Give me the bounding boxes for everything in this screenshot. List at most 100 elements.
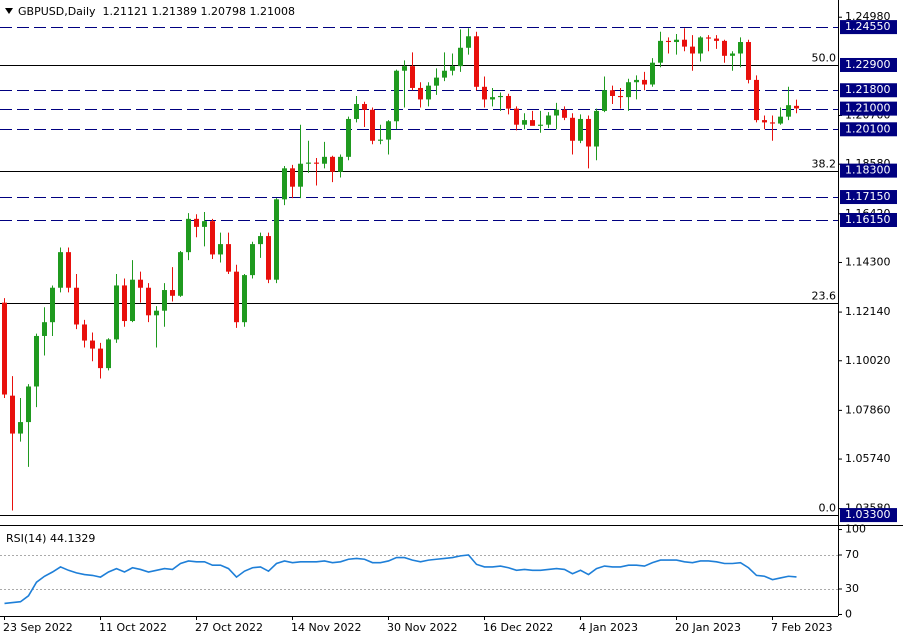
- candle-body: [450, 66, 455, 71]
- candle-body: [690, 46, 695, 54]
- x-tick-label: 20 Jan 2023: [675, 621, 741, 634]
- candle-body: [370, 109, 375, 141]
- candle-body: [338, 156, 343, 172]
- rsi-title: RSI(14) 44.1329: [6, 532, 95, 545]
- level-label: 1.21000: [845, 102, 891, 115]
- level-box: [840, 212, 897, 227]
- candle-body: [554, 109, 559, 116]
- candle-body: [114, 285, 119, 340]
- level-box: [840, 122, 897, 137]
- candle-body: [234, 271, 239, 323]
- y-tick-label: 1.24980: [845, 10, 891, 23]
- y-tick-label: 1.05740: [845, 452, 891, 465]
- level-label: 1.21800: [845, 83, 891, 96]
- candle-body: [418, 87, 423, 100]
- candle-body: [698, 37, 703, 54]
- y-tick-label: 1.14300: [845, 255, 891, 268]
- candle-body: [778, 116, 783, 124]
- candle-body: [194, 218, 199, 227]
- level-label: 1.03300: [845, 508, 891, 521]
- candle-body: [602, 90, 607, 111]
- candle-body: [362, 104, 367, 110]
- candle-body: [314, 162, 319, 164]
- candle-body: [658, 40, 663, 63]
- candle-body: [546, 115, 551, 125]
- candle-body: [610, 90, 615, 96]
- candle-body: [642, 79, 647, 85]
- candle-body: [274, 199, 279, 280]
- x-tick-label: 30 Nov 2022: [387, 621, 457, 634]
- candle-body: [42, 322, 47, 336]
- candle-body: [754, 79, 759, 121]
- level-label: 1.20100: [845, 122, 891, 135]
- candle-body: [770, 122, 775, 124]
- candle-body: [18, 422, 23, 434]
- candle-body: [298, 163, 303, 187]
- candle-body: [650, 62, 655, 85]
- candle-body: [634, 79, 639, 83]
- candle-body: [514, 108, 519, 125]
- candle-body: [530, 120, 535, 126]
- level-box: [840, 163, 897, 178]
- level-label: 1.24550: [845, 20, 891, 33]
- candle-body: [26, 386, 31, 423]
- level-label: 1.16150: [845, 213, 891, 226]
- y-tick-label: 1.10020: [845, 354, 891, 367]
- candle-body: [346, 118, 351, 157]
- candle-body: [762, 120, 767, 123]
- candle-body: [442, 70, 447, 78]
- candle-body: [506, 95, 511, 109]
- candle-body: [146, 287, 151, 316]
- candle-body: [562, 109, 567, 118]
- candle-body: [98, 348, 103, 369]
- candle-body: [394, 70, 399, 122]
- x-tick-label: 11 Oct 2022: [99, 621, 167, 634]
- level-box: [840, 508, 897, 523]
- rsi-line: [4, 554, 797, 605]
- candle-body: [290, 168, 295, 187]
- candle-body: [2, 302, 7, 395]
- chart-title: GBPUSD,Daily 1.21121 1.21389 1.20798 1.2…: [18, 5, 295, 18]
- candle-body: [330, 156, 335, 172]
- candle-body: [378, 139, 383, 141]
- candle-body: [578, 118, 583, 141]
- x-tick-label: 4 Jan 2023: [579, 621, 638, 634]
- candle-body: [322, 156, 327, 164]
- candle-body: [426, 85, 431, 100]
- candle-body: [106, 339, 111, 369]
- candle-body: [66, 252, 71, 288]
- candle-body: [618, 95, 623, 98]
- candle-body: [82, 324, 87, 341]
- candle-body: [242, 275, 247, 323]
- x-tick-label: 23 Sep 2022: [3, 621, 73, 634]
- candle-body: [386, 121, 391, 140]
- candle-body: [162, 290, 167, 311]
- candle-body: [58, 252, 63, 288]
- level-box: [840, 190, 897, 205]
- candle-body: [666, 40, 671, 43]
- candle-body: [250, 244, 255, 276]
- menu-triangle: [5, 8, 13, 14]
- x-tick-label: 14 Nov 2022: [291, 621, 361, 634]
- candle-body: [34, 335, 39, 387]
- candle-body: [306, 162, 311, 164]
- candle-body: [282, 168, 287, 200]
- level-box: [840, 101, 897, 116]
- candle-body: [74, 287, 79, 325]
- candle-body: [10, 395, 15, 434]
- candle-body: [218, 244, 223, 255]
- candle-body: [522, 120, 527, 125]
- x-tick-label: 7 Feb 2023: [771, 621, 832, 634]
- candle-body: [138, 279, 143, 288]
- candle-body: [538, 124, 543, 126]
- candle-body: [570, 117, 575, 141]
- candle-body: [410, 66, 415, 88]
- candle-body: [202, 221, 207, 227]
- level-box: [840, 57, 897, 72]
- level-label: 1.22900: [845, 58, 891, 71]
- fibo-label: 50.0: [812, 52, 837, 65]
- y-tick-label: 1.12140: [845, 305, 891, 318]
- fibo-label: 0.0: [819, 502, 837, 515]
- candle-body: [50, 287, 55, 323]
